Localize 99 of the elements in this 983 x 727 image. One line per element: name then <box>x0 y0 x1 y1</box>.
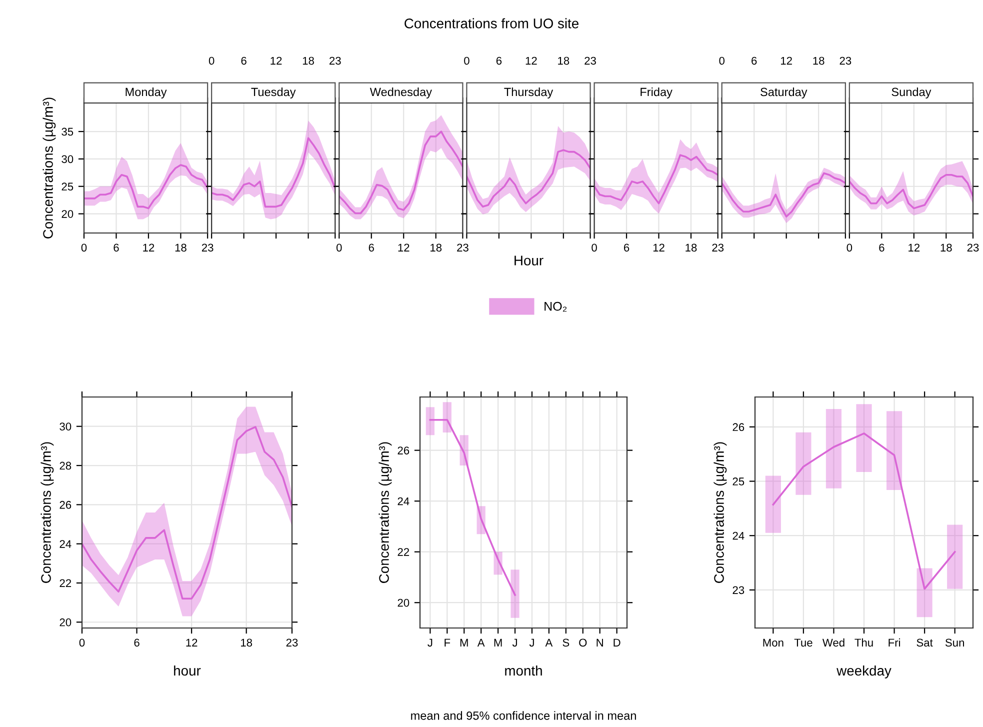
x-tick-label: Sat <box>916 638 933 647</box>
x2-tick-label: 6 <box>752 56 757 65</box>
line-series <box>429 418 516 596</box>
x-tick-label: 12 <box>143 244 154 252</box>
x-tick-label: F <box>444 638 450 646</box>
x-tick-label: D <box>614 638 620 646</box>
y-axis-title: Concentrations (µg/m³) <box>40 442 54 583</box>
x-tick-label: 12 <box>908 244 920 252</box>
y-tick-label: 28 <box>60 462 72 470</box>
y-tick-label: 20 <box>62 210 74 218</box>
y-tick-label: 30 <box>60 422 72 430</box>
x-axis-title: Hour <box>514 256 544 266</box>
y-tick-label: 20 <box>60 618 72 626</box>
chart-title: Tuesday <box>251 87 296 98</box>
x-tick-label: 18 <box>430 244 442 252</box>
x-tick-label: A <box>477 638 485 646</box>
y-tick-label: 26 <box>60 500 72 509</box>
x2-tick-label: 6 <box>496 56 502 65</box>
x-tick-label: Fri <box>888 638 900 646</box>
y-axis-title: Concentrations (µg/m³) <box>378 442 392 583</box>
x-tick-label: 6 <box>624 244 630 252</box>
y-tick-label: 24 <box>60 540 72 548</box>
line-series <box>772 432 956 590</box>
x-tick-label: 12 <box>653 244 664 252</box>
x-tick-label: Mon <box>763 638 784 647</box>
x-tick-label: M <box>494 638 502 646</box>
chart-title: Thursday <box>504 87 554 98</box>
text: mean and 95% confidence interval in mean <box>411 711 636 720</box>
x2-tick-label: 0 <box>464 56 470 65</box>
x2-tick-label: 12 <box>781 56 792 65</box>
y-tick-label: 35 <box>62 128 74 136</box>
x-tick-label: 0 <box>81 244 87 252</box>
text: Concentrations from UO site <box>404 18 578 28</box>
x-tick-label: N <box>596 638 603 646</box>
x-tick-label: 18 <box>241 638 252 647</box>
x-tick-label: J <box>512 638 517 647</box>
line-series <box>82 426 292 600</box>
x-tick-label: 6 <box>368 244 374 252</box>
x-tick-label: 23 <box>457 244 468 252</box>
x-tick-label: 23 <box>967 244 979 252</box>
chart-title: Sunday <box>892 87 932 98</box>
legend-label: NO₂ <box>544 302 567 312</box>
y-tick-label: 24 <box>398 497 410 506</box>
chart-title: Wednesday <box>370 87 432 98</box>
x-tick-label: Wed <box>822 638 844 647</box>
x2-tick-label: 0 <box>719 56 725 65</box>
x-tick-label: 0 <box>592 244 597 252</box>
y-tick-label: 25 <box>62 182 74 191</box>
x2-tick-label: 18 <box>558 56 570 65</box>
x-axis-title: month <box>505 665 542 676</box>
y-tick-label: 22 <box>398 548 410 556</box>
x-tick-label: 12 <box>186 638 198 646</box>
x-tick-label: 23 <box>712 244 724 252</box>
line-series <box>84 164 208 210</box>
x-tick-label: J <box>428 638 432 647</box>
y-tick-label: 25 <box>732 478 744 486</box>
x-tick-label: 0 <box>846 244 852 252</box>
x-tick-label: 0 <box>79 638 85 647</box>
x-tick-label: J <box>529 638 534 647</box>
x-tick-label: A <box>545 638 553 646</box>
x-tick-label: 6 <box>879 244 884 252</box>
x2-tick-label: 12 <box>270 56 282 65</box>
x2-tick-label: 12 <box>526 56 537 65</box>
x-axis-title: weekday <box>836 665 892 678</box>
chart-title: Friday <box>640 87 672 98</box>
x-tick-label: 18 <box>686 244 697 252</box>
y-tick-label: 30 <box>62 155 74 164</box>
x2-tick-label: 23 <box>330 56 341 65</box>
y-tick-label: 23 <box>732 586 744 594</box>
y-axis-title: Concentrations (µg/m³) <box>714 442 727 583</box>
x-tick-label: Sun <box>945 638 964 647</box>
x-tick-label: 18 <box>175 244 186 252</box>
x2-tick-label: 6 <box>241 56 246 65</box>
x-tick-label: 23 <box>202 244 214 252</box>
x-tick-label: O <box>579 638 587 647</box>
x2-tick-label: 23 <box>584 56 596 65</box>
chart-title: Monday <box>126 87 167 98</box>
x-axis-title: hour <box>174 665 201 676</box>
x-tick-label: Thu <box>854 638 873 647</box>
chart-title: Saturday <box>760 87 808 98</box>
y-axis-title: Concentrations (µg/m³) <box>42 98 56 238</box>
y-tick-label: 20 <box>398 598 410 607</box>
x-tick-label: S <box>562 638 570 647</box>
x2-tick-label: 23 <box>840 56 852 65</box>
x-tick-label: 12 <box>398 244 410 252</box>
y-tick-label: 26 <box>732 423 744 432</box>
x-tick-label: M <box>460 638 468 646</box>
x-tick-label: Tue <box>794 638 812 647</box>
x-tick-label: 6 <box>134 638 140 647</box>
y-tick-label: 22 <box>60 579 72 587</box>
y-tick-label: 26 <box>398 446 410 454</box>
x2-tick-label: 18 <box>813 56 824 65</box>
y-tick-label: 24 <box>732 532 744 540</box>
x-tick-label: 6 <box>114 244 119 252</box>
x-tick-label: 23 <box>286 638 298 647</box>
x-tick-label: 18 <box>940 244 952 252</box>
x-tick-label: 0 <box>336 244 342 252</box>
x2-tick-label: 0 <box>208 56 214 65</box>
x2-tick-label: 18 <box>302 56 314 65</box>
